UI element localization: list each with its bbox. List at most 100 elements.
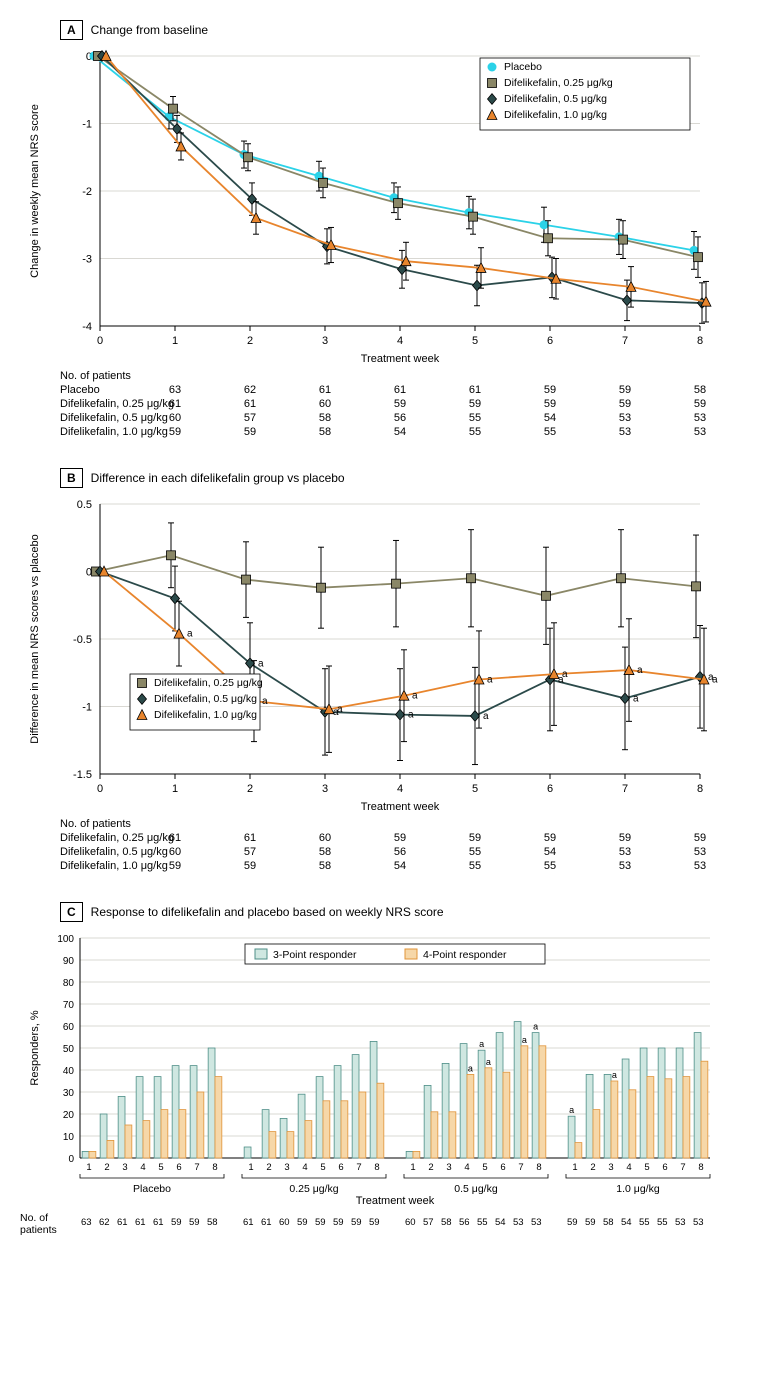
- svg-text:5: 5: [320, 1162, 325, 1173]
- svg-text:1: 1: [410, 1162, 415, 1173]
- svg-text:Difference in mean NRS scores: Difference in mean NRS scores vs placebo: [29, 534, 41, 744]
- svg-text:a: a: [187, 629, 193, 640]
- svg-text:1: 1: [172, 783, 178, 795]
- panel-c-patient-counts: No. of patients6362616161595958616160595…: [20, 1212, 760, 1236]
- panel-a-chart: 0-1-2-3-4012345678Treatment weekChange i…: [20, 46, 720, 366]
- svg-text:8: 8: [212, 1162, 217, 1173]
- svg-text:7: 7: [356, 1162, 361, 1173]
- panel-c-letter: C: [60, 902, 83, 922]
- svg-text:2: 2: [590, 1162, 595, 1173]
- svg-text:-2: -2: [82, 186, 92, 198]
- svg-text:100: 100: [57, 934, 74, 945]
- svg-text:a: a: [479, 1039, 484, 1049]
- svg-text:Difelikefalin, 0.5 μg/kg: Difelikefalin, 0.5 μg/kg: [154, 693, 257, 705]
- svg-text:Treatment week: Treatment week: [361, 353, 440, 365]
- panel-a: A Change from baseline 0-1-2-3-401234567…: [20, 20, 760, 440]
- svg-text:4: 4: [397, 335, 403, 347]
- svg-text:Placebo: Placebo: [133, 1183, 171, 1195]
- svg-text:-0.5: -0.5: [73, 634, 92, 646]
- svg-text:4: 4: [302, 1162, 307, 1173]
- svg-text:Difelikefalin, 1.0 μg/kg: Difelikefalin, 1.0 μg/kg: [154, 709, 257, 721]
- svg-text:Responders, %: Responders, %: [29, 1010, 41, 1085]
- panel-a-title-row: A Change from baseline: [60, 20, 760, 40]
- svg-text:2: 2: [428, 1162, 433, 1173]
- svg-text:8: 8: [697, 335, 703, 347]
- svg-text:2: 2: [266, 1162, 271, 1173]
- svg-text:a: a: [569, 1105, 574, 1115]
- svg-text:7: 7: [622, 335, 628, 347]
- svg-text:6: 6: [547, 335, 553, 347]
- svg-text:Difelikefalin, 0.5 μg/kg: Difelikefalin, 0.5 μg/kg: [504, 93, 607, 105]
- svg-text:70: 70: [63, 1000, 75, 1011]
- svg-text:6: 6: [662, 1162, 667, 1173]
- svg-text:5: 5: [482, 1162, 487, 1173]
- svg-text:a: a: [612, 1070, 617, 1080]
- svg-text:Difelikefalin, 1.0 μg/kg: Difelikefalin, 1.0 μg/kg: [504, 109, 607, 121]
- svg-text:6: 6: [338, 1162, 343, 1173]
- svg-text:60: 60: [63, 1022, 75, 1033]
- svg-text:7: 7: [518, 1162, 523, 1173]
- panel-a-caption: Change from baseline: [91, 23, 208, 37]
- svg-text:6: 6: [500, 1162, 505, 1173]
- panel-c: C Response to difelikefalin and placebo …: [20, 902, 760, 1236]
- svg-text:40: 40: [63, 1066, 75, 1077]
- svg-text:5: 5: [644, 1162, 649, 1173]
- svg-text:0.5: 0.5: [77, 499, 92, 511]
- svg-text:10: 10: [63, 1132, 75, 1143]
- svg-text:a: a: [258, 658, 264, 669]
- svg-text:5: 5: [472, 335, 478, 347]
- svg-text:a: a: [262, 696, 268, 707]
- panel-b-patient-counts: No. of patientsDifelikefalin, 0.25 μg/kg…: [60, 818, 760, 874]
- panel-b-letter: B: [60, 468, 83, 488]
- svg-text:5: 5: [472, 783, 478, 795]
- svg-text:Difelikefalin, 0.25 μg/kg: Difelikefalin, 0.25 μg/kg: [504, 77, 613, 89]
- svg-text:a: a: [637, 665, 643, 676]
- svg-text:-1.5: -1.5: [73, 769, 92, 781]
- svg-text:Placebo: Placebo: [504, 61, 542, 73]
- svg-text:a: a: [562, 669, 568, 680]
- panel-c-chart: 0102030405060708090100Responders, %Treat…: [20, 928, 720, 1208]
- svg-text:7: 7: [622, 783, 628, 795]
- panel-b-title-row: B Difference in each difelikefalin group…: [60, 468, 760, 488]
- svg-text:3: 3: [446, 1162, 451, 1173]
- svg-text:6: 6: [176, 1162, 181, 1173]
- svg-text:8: 8: [698, 1162, 703, 1173]
- svg-text:a: a: [633, 693, 639, 704]
- svg-text:20: 20: [63, 1110, 75, 1121]
- svg-text:a: a: [337, 704, 343, 715]
- svg-text:a: a: [412, 691, 418, 702]
- svg-text:2: 2: [247, 783, 253, 795]
- svg-text:0: 0: [68, 1154, 74, 1165]
- svg-text:1: 1: [86, 1162, 91, 1173]
- svg-text:4: 4: [626, 1162, 631, 1173]
- panel-a-patient-counts: No. of patientsPlacebo6362616161595958Di…: [60, 370, 760, 440]
- svg-text:-1: -1: [82, 702, 92, 714]
- svg-text:3: 3: [322, 783, 328, 795]
- svg-text:4: 4: [140, 1162, 145, 1173]
- panel-a-letter: A: [60, 20, 83, 40]
- svg-text:a: a: [468, 1063, 473, 1073]
- svg-text:a: a: [712, 675, 718, 686]
- svg-text:0.5 μg/kg: 0.5 μg/kg: [454, 1183, 498, 1195]
- svg-text:4-Point responder: 4-Point responder: [423, 949, 507, 961]
- svg-text:a: a: [522, 1035, 527, 1045]
- svg-text:1: 1: [572, 1162, 577, 1173]
- svg-text:-4: -4: [82, 321, 92, 333]
- svg-text:3: 3: [608, 1162, 613, 1173]
- panel-c-title-row: C Response to difelikefalin and placebo …: [60, 902, 760, 922]
- svg-text:0: 0: [97, 783, 103, 795]
- svg-text:Treatment week: Treatment week: [356, 1195, 435, 1207]
- svg-text:a: a: [486, 1057, 491, 1067]
- svg-text:1: 1: [248, 1162, 253, 1173]
- svg-text:2: 2: [247, 335, 253, 347]
- svg-text:-3: -3: [82, 254, 92, 266]
- svg-text:8: 8: [374, 1162, 379, 1173]
- svg-text:4: 4: [464, 1162, 469, 1173]
- svg-text:a: a: [487, 675, 493, 686]
- panel-b: B Difference in each difelikefalin group…: [20, 468, 760, 874]
- svg-text:Difelikefalin, 0.25 μg/kg: Difelikefalin, 0.25 μg/kg: [154, 677, 263, 689]
- svg-text:7: 7: [680, 1162, 685, 1173]
- svg-text:6: 6: [547, 783, 553, 795]
- svg-text:8: 8: [536, 1162, 541, 1173]
- svg-text:3-Point responder: 3-Point responder: [273, 949, 357, 961]
